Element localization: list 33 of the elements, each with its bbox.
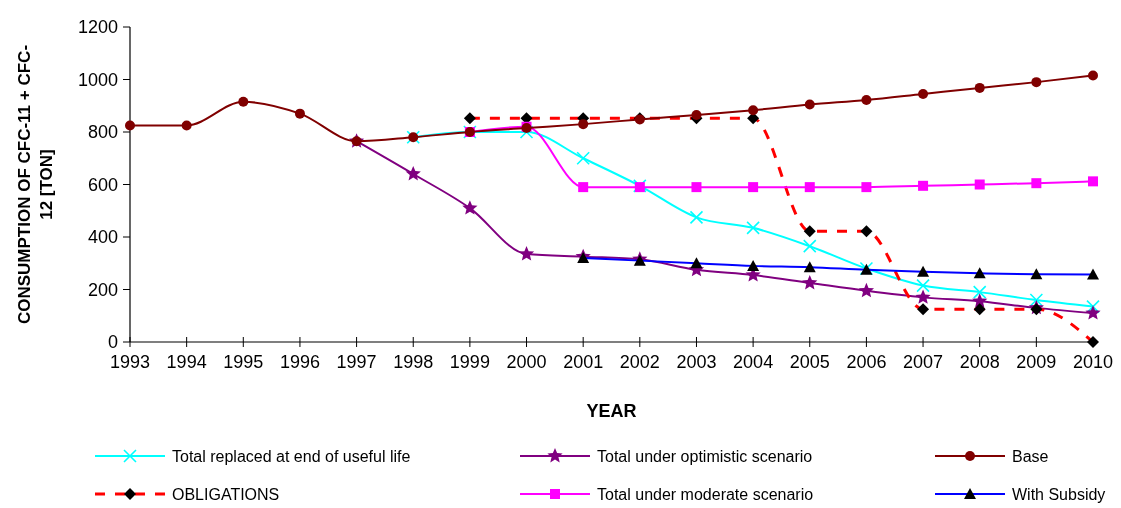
- x-tick-label: 2007: [903, 352, 944, 372]
- y-tick-label: 200: [87, 279, 118, 300]
- x-tick-label: 2001: [563, 352, 604, 372]
- legend-label: Total replaced at end of useful life: [172, 447, 411, 465]
- x-tick-label: 2010: [1072, 352, 1114, 372]
- x-tick-label: 1993: [109, 352, 151, 372]
- x-tick-label: 2003: [676, 352, 717, 372]
- y-tick-label: 400: [87, 227, 118, 248]
- legend-label: OBLIGATIONS: [172, 485, 280, 503]
- y-axis-title: CONSUMPTION OF CFC-11 + CFC-12 [TON]: [15, 44, 56, 325]
- x-tick-label: 1998: [393, 352, 434, 372]
- x-tick-label: 2006: [846, 352, 887, 372]
- x-tick-label: 2004: [733, 352, 774, 372]
- x-tick-label: 2002: [619, 352, 660, 372]
- x-tick-label: 2008: [959, 352, 1000, 372]
- x-tick-label: 1994: [166, 352, 207, 372]
- legend-label: Total under moderate scenario: [597, 485, 814, 503]
- x-tick-label: 2009: [1016, 352, 1057, 372]
- x-tick-label: 1995: [223, 352, 264, 372]
- legend-label: Total under optimistic scenario: [597, 447, 813, 465]
- legend-label: Base: [1012, 447, 1049, 465]
- x-axis-title: YEAR: [586, 401, 637, 421]
- x-tick-label: 2005: [789, 352, 830, 372]
- y-tick-label: 1000: [77, 69, 118, 90]
- x-tick-label: 1999: [449, 352, 490, 372]
- x-tick-label: 1996: [279, 352, 320, 372]
- y-tick-label: 0: [107, 332, 118, 353]
- x-tick-label: 2000: [506, 352, 547, 372]
- x-tick-label: 1997: [336, 352, 377, 372]
- y-tick-label: 600: [87, 174, 118, 195]
- legend-label: With Subsidy: [1012, 485, 1106, 503]
- y-tick-label: 1200: [77, 17, 118, 38]
- y-tick-label: 800: [87, 122, 118, 143]
